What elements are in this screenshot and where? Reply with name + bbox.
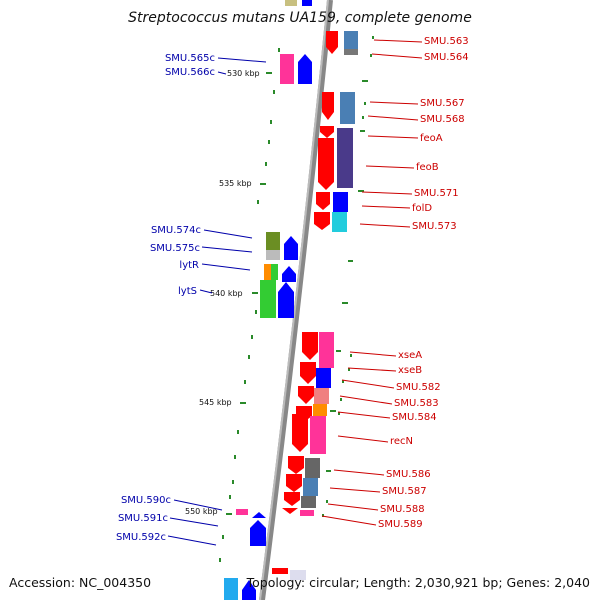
forward-genes [272,31,358,580]
genome-title: Streptococcus mutans UA159, complete gen… [128,10,472,26]
label-xseB: xseB [398,365,422,376]
label-recN: recN [390,436,413,447]
label-smu592c: SMU.592c [116,532,166,543]
label-smu571: SMU.571 [414,188,459,199]
gene-top-right [302,0,312,6]
forward-labels: SMU.563 SMU.564 SMU.567 SMU.568 feoA feo… [378,36,469,530]
label-smu575c: SMU.575c [150,243,200,254]
accession-text: Accession: NC_004350 [9,575,152,590]
tick-540: 540 kbp [210,289,243,298]
gc-dots [219,36,374,562]
coordinate-ticks: 530 kbp 535 kbp 540 kbp 545 kbp 550 kbp [185,69,260,516]
tick-545: 545 kbp [199,398,232,407]
label-xseA: xseA [398,350,422,361]
label-smu582: SMU.582 [396,382,441,393]
tick-550: 550 kbp [185,507,218,516]
gene-top-left [285,0,297,6]
label-smu587: SMU.587 [382,486,427,497]
label-smu584: SMU.584 [392,412,437,423]
reverse-labels: SMU.565c SMU.566c SMU.574c SMU.575c lytR… [116,53,215,543]
label-smu573: SMU.573 [412,221,457,232]
genome-backbone [259,0,333,600]
label-feoB: feoB [416,162,439,173]
label-smu586: SMU.586 [386,469,431,480]
label-smu565c: SMU.565c [165,53,215,64]
label-smu588: SMU.588 [380,504,425,515]
label-smu568: SMU.568 [420,114,465,125]
label-smu567: SMU.567 [420,98,465,109]
label-smu563: SMU.563 [424,36,469,47]
tick-535: 535 kbp [219,179,252,188]
label-smu566c: SMU.566c [165,67,215,78]
genome-backbone-highlight [259,0,329,600]
label-lytS: lytS [178,286,197,297]
reverse-genes [224,54,312,600]
label-smu591c: SMU.591c [118,513,168,524]
label-feoA: feoA [420,133,443,144]
label-smu590c: SMU.590c [121,495,171,506]
leader-lines [167,39,423,546]
topology-text: Topology: circular; Length: 2,030,921 bp… [246,575,590,590]
label-smu574c: SMU.574c [151,225,201,236]
label-smu589: SMU.589 [378,519,423,530]
label-smu583: SMU.583 [394,398,439,409]
label-lytR: lytR [179,260,199,271]
label-smu564: SMU.564 [424,52,469,63]
tick-530: 530 kbp [227,69,260,78]
label-folD: folD [412,203,432,214]
